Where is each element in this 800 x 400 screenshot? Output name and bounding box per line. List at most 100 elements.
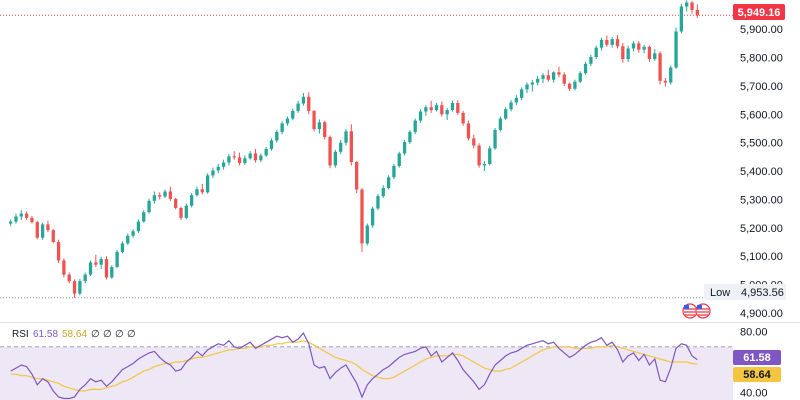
candle[interactable] — [376, 193, 380, 211]
candle[interactable] — [482, 161, 487, 172]
candle[interactable] — [9, 219, 13, 227]
candle[interactable] — [14, 213, 18, 224]
candle[interactable] — [253, 148, 258, 163]
candle[interactable] — [551, 71, 556, 83]
candle[interactable] — [530, 79, 534, 92]
candle[interactable] — [56, 239, 61, 264]
rsi-axis[interactable]: 80.00 40.00 — [740, 327, 768, 400]
candle[interactable] — [690, 0, 694, 14]
candle[interactable] — [567, 82, 572, 92]
candle[interactable] — [386, 175, 391, 190]
candle[interactable] — [237, 152, 242, 166]
candle[interactable] — [78, 278, 82, 296]
candle[interactable] — [610, 37, 614, 48]
candle[interactable] — [136, 219, 141, 233]
candle[interactable] — [51, 228, 55, 244]
candle[interactable] — [557, 66, 561, 78]
candle[interactable] — [493, 127, 497, 150]
candle[interactable] — [418, 109, 423, 123]
candle[interactable] — [131, 229, 135, 238]
candle[interactable] — [631, 41, 636, 52]
candle[interactable] — [227, 154, 231, 166]
candle[interactable] — [599, 37, 604, 51]
candle[interactable] — [461, 110, 465, 126]
candle[interactable] — [573, 79, 577, 91]
candle[interactable] — [110, 265, 114, 279]
candle[interactable] — [504, 107, 508, 121]
candle[interactable] — [583, 61, 588, 75]
candle[interactable] — [642, 44, 646, 54]
candle[interactable] — [94, 254, 98, 267]
candle[interactable] — [115, 249, 119, 269]
candle[interactable] — [24, 211, 29, 220]
candle[interactable] — [685, 0, 689, 12]
candle[interactable] — [269, 138, 274, 151]
candle[interactable] — [370, 206, 375, 228]
rsi-legend[interactable]: RSI 61.58 58.64 ∅ ∅ ∅ ∅ — [12, 329, 136, 340]
candle[interactable] — [323, 120, 327, 140]
candle[interactable] — [397, 151, 401, 168]
candle[interactable] — [434, 102, 439, 112]
candle[interactable] — [589, 54, 593, 67]
price-axis[interactable]: 5,900.00 5,800.00 5,700.00 5,600.00 5,500.00… — [740, 24, 783, 320]
candle[interactable] — [381, 185, 385, 199]
candle[interactable] — [285, 116, 290, 126]
candle[interactable] — [200, 183, 204, 195]
candle[interactable] — [83, 272, 87, 284]
candle[interactable] — [104, 256, 109, 280]
candle[interactable] — [360, 188, 364, 252]
candle[interactable] — [158, 192, 162, 200]
candle[interactable] — [456, 100, 460, 115]
candle[interactable] — [216, 163, 220, 174]
rsi-line[interactable] — [10, 332, 698, 400]
candle[interactable] — [535, 76, 540, 86]
candle[interactable] — [296, 100, 300, 113]
candle[interactable] — [99, 256, 103, 269]
candle[interactable] — [147, 198, 151, 214]
candle[interactable] — [658, 51, 662, 85]
candle[interactable] — [402, 139, 407, 156]
candle[interactable] — [562, 72, 566, 86]
candle[interactable] — [142, 210, 146, 223]
candle[interactable] — [663, 78, 668, 87]
candle[interactable] — [317, 119, 322, 134]
candle[interactable] — [163, 189, 167, 199]
rsi-pane[interactable] — [0, 332, 733, 400]
us-flag-icon[interactable] — [682, 303, 698, 319]
candle[interactable] — [30, 215, 34, 224]
candle[interactable] — [488, 146, 492, 166]
candle[interactable] — [72, 279, 77, 298]
candle[interactable] — [333, 149, 338, 168]
candle[interactable] — [413, 118, 417, 135]
candle[interactable] — [445, 108, 449, 121]
candle[interactable] — [429, 100, 433, 113]
candle[interactable] — [168, 186, 173, 201]
candle[interactable] — [674, 27, 678, 69]
candle[interactable] — [211, 167, 215, 179]
candle[interactable] — [152, 191, 157, 204]
candle[interactable] — [312, 110, 316, 132]
candle[interactable] — [120, 241, 125, 254]
candle[interactable] — [40, 222, 45, 240]
candle[interactable] — [62, 258, 66, 278]
candle[interactable] — [408, 129, 412, 145]
candle[interactable] — [546, 69, 550, 82]
candle[interactable] — [189, 193, 194, 208]
candle[interactable] — [424, 105, 428, 116]
candle[interactable] — [291, 108, 295, 121]
candle[interactable] — [450, 100, 455, 112]
candle[interactable] — [679, 3, 684, 34]
candle[interactable] — [221, 159, 226, 170]
candle[interactable] — [365, 223, 369, 246]
candle[interactable] — [440, 101, 444, 117]
candle[interactable] — [621, 42, 625, 63]
candle[interactable] — [520, 87, 524, 101]
us-flag-icon[interactable] — [695, 303, 711, 319]
candle[interactable] — [184, 203, 188, 220]
candle[interactable] — [46, 220, 50, 233]
candle[interactable] — [179, 206, 183, 220]
candle[interactable] — [637, 41, 641, 53]
candle[interactable] — [243, 155, 247, 165]
candle[interactable] — [67, 272, 71, 284]
